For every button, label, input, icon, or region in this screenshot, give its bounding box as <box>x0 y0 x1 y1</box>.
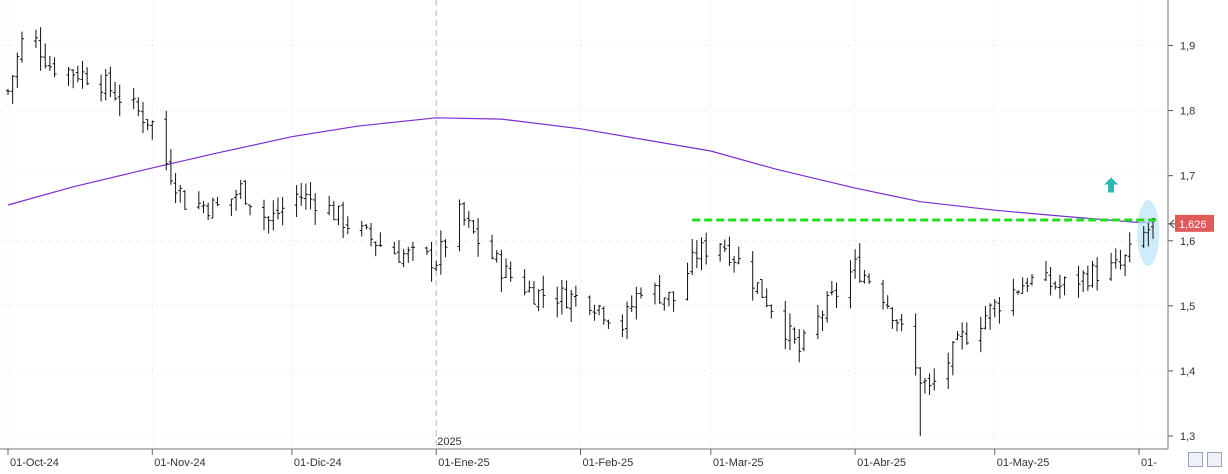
y-tick-label: 1,9 <box>1180 41 1195 53</box>
y-tick-label: 1,7 <box>1180 171 1195 183</box>
x-tick-label: 01-May-25 <box>997 457 1050 469</box>
last-price-label: 1,626 <box>1179 219 1207 231</box>
y-tick-label: 1,6 <box>1180 236 1195 248</box>
x-tick-label: 01-Oct-24 <box>10 457 59 469</box>
x-tick-label: 01-Mar-25 <box>713 457 764 469</box>
x-tick-label: 01- <box>1141 457 1157 469</box>
last-price-box <box>1175 214 1214 232</box>
x-tick-label: 01-Dic-24 <box>294 457 342 469</box>
minimize-icon[interactable] <box>1188 452 1203 467</box>
moving-average-line <box>7 117 1153 224</box>
x-tick-label: 01-Nov-24 <box>154 457 205 469</box>
price-bars <box>6 27 1155 436</box>
x-tick-label: 01-Abr-25 <box>857 457 906 469</box>
y-tick-label: 1,5 <box>1180 301 1195 313</box>
x-tick-label: 01-Ene-25 <box>438 457 489 469</box>
y-tick-label: 1,3 <box>1180 431 1195 443</box>
save-icon[interactable] <box>1207 452 1222 467</box>
x-tick-label: 01-Feb-25 <box>583 457 634 469</box>
year-label: 2025 <box>437 436 461 448</box>
up-arrow-icon <box>1104 177 1119 193</box>
y-tick-label: 1,4 <box>1180 366 1195 378</box>
last-price-pointer-icon <box>1169 219 1175 229</box>
y-tick-label: 1,8 <box>1180 106 1195 118</box>
